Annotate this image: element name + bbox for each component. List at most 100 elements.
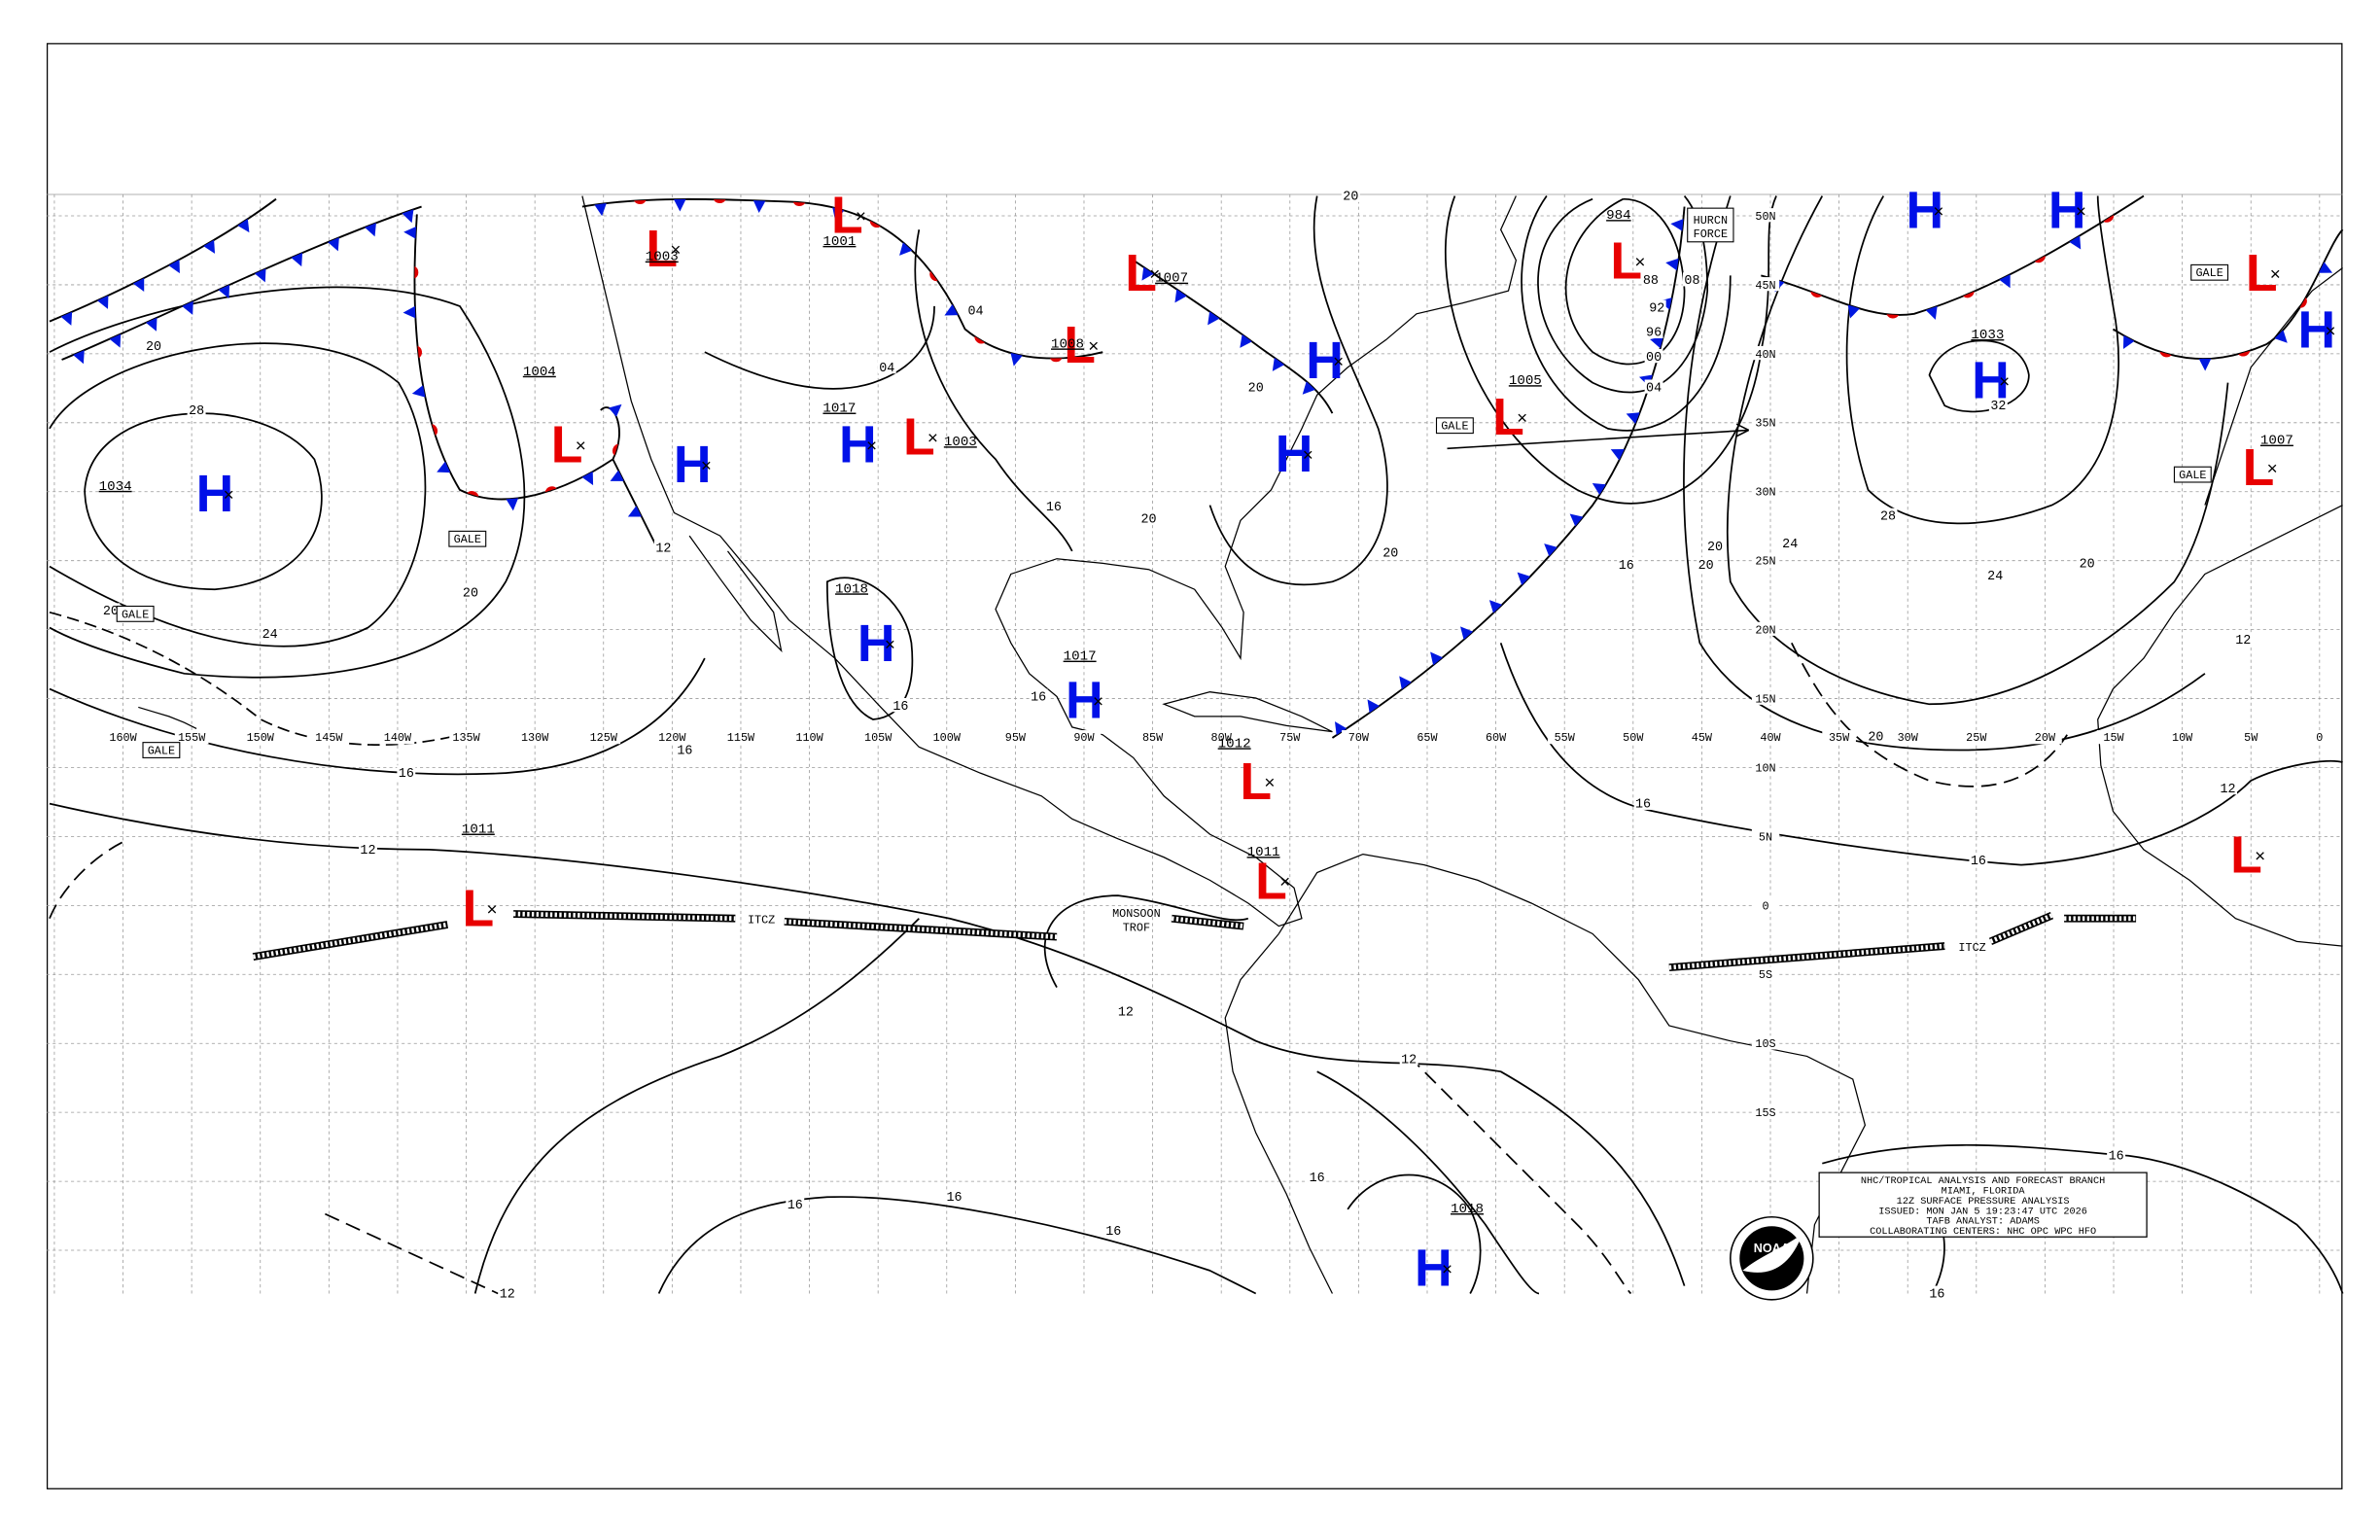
longitude-label: 55W (1555, 731, 1576, 745)
longitude-label: 95W (1005, 731, 1027, 745)
gale-label: GALE (2195, 266, 2222, 280)
warm-front-symbol (974, 335, 986, 344)
info-line: COLLABORATING CENTERS: NHC OPC WPC HFO (1870, 1226, 2096, 1238)
isobar-label: 12 (360, 844, 375, 858)
cold-front-symbol (594, 202, 607, 217)
isobar-label: 28 (189, 404, 204, 419)
itcz-label: ITCZ (748, 913, 775, 927)
warm-front-symbol (417, 345, 423, 359)
longitude-label: 155W (178, 731, 206, 745)
cold-front-symbol (1610, 448, 1625, 461)
high-center: H (1276, 426, 1313, 483)
gale-box (2173, 466, 2212, 483)
cold-front-symbol (145, 317, 158, 332)
lon-label-bg (1204, 730, 1239, 745)
high-center: H (1415, 1241, 1452, 1298)
cold-front-symbol (1670, 219, 1684, 231)
lat-label-bg (1751, 277, 1780, 292)
low-center: L (646, 221, 678, 278)
isobar-label-bg (1103, 1223, 1123, 1238)
longitude-label: 105W (864, 731, 892, 745)
isobar (1791, 642, 2068, 788)
isobar-label: 12 (2221, 783, 2236, 797)
latitude-label: 5S (1759, 968, 1772, 982)
isobar-label: 12 (655, 542, 671, 557)
warm-front-symbol (1810, 291, 1823, 298)
gale-box (1435, 417, 1474, 435)
longitude-label: 145W (315, 731, 343, 745)
isobar-label-bg (1878, 508, 1898, 522)
lon-label-bg (1890, 730, 1925, 745)
isobar-label: 20 (1698, 559, 1714, 574)
isobar-label-bg (144, 337, 163, 353)
center-pressure: 1004 (523, 365, 556, 380)
isobar (1499, 643, 2343, 866)
lon-label-bg (1136, 730, 1170, 745)
itcz-hatch (1989, 913, 2053, 944)
center-mark: × (2255, 846, 2265, 867)
isobar-label: 20 (1707, 541, 1723, 555)
longitude-label: 90W (1073, 731, 1095, 745)
center-mark: × (224, 485, 234, 507)
isobar-label-bg (1683, 272, 1701, 287)
lon-label-bg (1410, 730, 1445, 745)
latitude-label: 10N (1755, 761, 1775, 775)
latitude-label: 40N (1755, 348, 1775, 362)
warm-front-symbol (2159, 351, 2172, 358)
isobar-label-bg (261, 625, 280, 641)
isobar-label: 16 (677, 744, 692, 758)
gale-box (448, 530, 487, 547)
isobar-label-bg (1139, 510, 1158, 526)
cold-front-symbol (1517, 572, 1531, 585)
lat-label-bg (1751, 414, 1780, 430)
cold-front-symbol (581, 472, 594, 486)
center-pressure: 1012 (1218, 736, 1251, 752)
isobar-label: 16 (788, 1199, 803, 1213)
isobar-label: 24 (1987, 570, 2003, 584)
info-line: MIAMI, FLORIDA (1942, 1186, 2026, 1198)
cold-front-symbol (1925, 305, 1938, 320)
lon-label-bg (998, 730, 1032, 745)
gale-box (142, 742, 181, 758)
high-center: H (1306, 332, 1344, 390)
latitude-label: 10S (1755, 1037, 1775, 1051)
isobar-label: 16 (1635, 798, 1651, 813)
warm-front-symbol (713, 199, 726, 204)
longitude-label: 10W (2172, 731, 2193, 745)
longitude-label: 45W (1692, 731, 1713, 745)
cold-front-symbol (60, 311, 73, 326)
cold-front-symbol (218, 284, 230, 299)
center-mark: × (1264, 773, 1275, 794)
lon-label-bg (1479, 730, 1513, 745)
longitude-label: 0 (2316, 731, 2323, 745)
isobar (704, 305, 935, 390)
gale-label: GALE (148, 744, 175, 757)
cold-front-symbol (96, 295, 109, 309)
isobar (1316, 1070, 1540, 1295)
hurricane-box (1687, 207, 1734, 243)
hurricane-force-label: FORCE (1694, 228, 1728, 241)
isobar-label: 04 (879, 362, 894, 376)
longitude-label: 115W (727, 731, 755, 745)
cold-front-symbol (608, 403, 622, 417)
longitude-label: 125W (590, 731, 618, 745)
cold-front-symbol (365, 223, 376, 237)
longitude-label: 110W (795, 731, 823, 745)
info-lines: NHC/TROPICAL ANALYSIS AND FORECAST BRANC… (1861, 1175, 2105, 1238)
center-mark: × (1093, 691, 1103, 713)
isobar-label-bg (1780, 536, 1800, 550)
isobar-label: 16 (1929, 1287, 1944, 1302)
lon-label-bg (1616, 730, 1651, 745)
cold-front-symbol (2122, 334, 2135, 350)
center-pressure: 1007 (2260, 434, 2293, 449)
cold-front-symbol (1460, 626, 1474, 640)
cold-front-symbol (752, 200, 766, 213)
lon-label-bg (517, 730, 552, 745)
cold-front-symbol (73, 350, 85, 365)
page-frame (46, 43, 2343, 1489)
lat-label-bg (1751, 346, 1780, 361)
cold-front-symbol (1174, 289, 1187, 303)
isobar-label-bg (945, 1189, 963, 1204)
center-mark: × (856, 206, 866, 228)
